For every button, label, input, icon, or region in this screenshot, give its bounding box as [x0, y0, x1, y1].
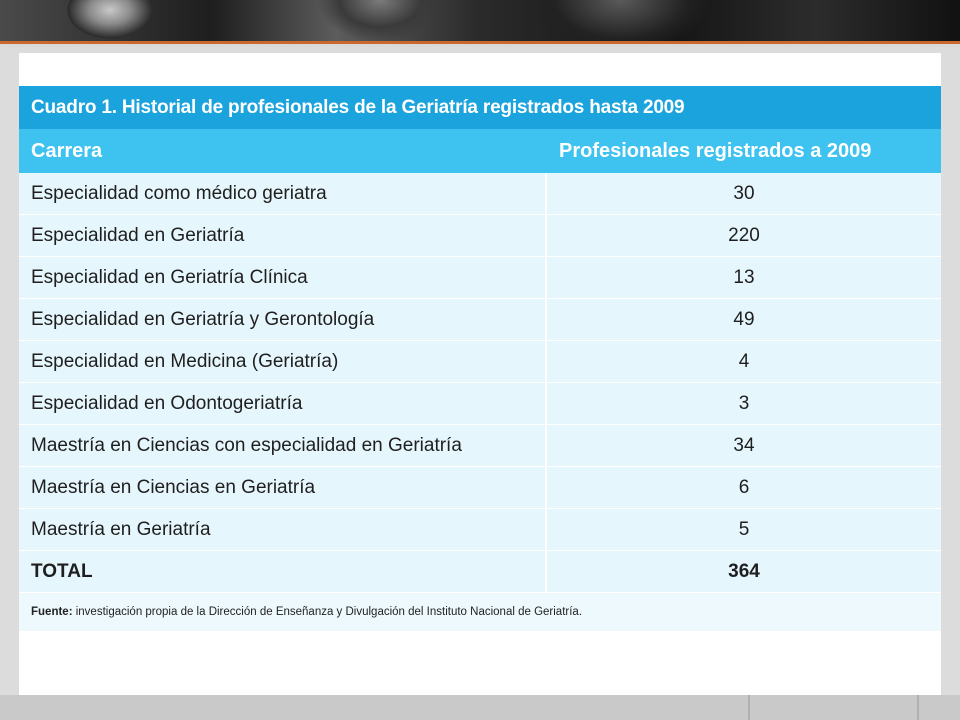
- column-header-carrera: Carrera: [31, 140, 103, 162]
- table-row: Especialidad en Medicina (Geriatría) 4: [19, 341, 941, 383]
- total-row: TOTAL 364: [19, 551, 941, 593]
- table-row: Maestría en Ciencias con especialidad en…: [19, 425, 941, 467]
- row-label: Maestría en Ciencias con especialidad en…: [19, 425, 547, 466]
- table-caption: Cuadro 1. Historial de profesionales de …: [19, 86, 941, 129]
- row-value: 30: [733, 183, 755, 204]
- table-row: Especialidad en Geriatría Clínica 13: [19, 257, 941, 299]
- row-label: Especialidad en Medicina (Geriatría): [19, 341, 547, 382]
- header-photo-banner: [0, 0, 960, 44]
- table-row: Maestría en Ciencias en Geriatría 6: [19, 467, 941, 509]
- row-value: 49: [733, 309, 755, 330]
- column-header-profesionales: Profesionales registrados a 2009: [559, 140, 872, 162]
- source-note: Fuente: investigación propia de la Direc…: [19, 593, 941, 631]
- row-label: Maestría en Ciencias en Geriatría: [19, 467, 547, 508]
- row-value: 220: [728, 225, 760, 246]
- row-label: Especialidad en Odontogeriatría: [19, 383, 547, 424]
- row-label: Especialidad en Geriatría Clínica: [19, 257, 547, 298]
- source-text: investigación propia de la Dirección de …: [72, 606, 583, 618]
- row-label: Especialidad en Geriatría: [19, 215, 547, 256]
- content-frame: Cuadro 1. Historial de profesionales de …: [19, 53, 941, 695]
- row-value: 3: [738, 393, 750, 414]
- table-row: Especialidad como médico geriatra 30: [19, 173, 941, 215]
- row-label: Especialidad como médico geriatra: [19, 173, 547, 214]
- table-header: Carrera Profesionales registrados a 2009: [19, 129, 941, 173]
- table-row: Especialidad en Odontogeriatría 3: [19, 383, 941, 425]
- bottom-bar-divider: [917, 695, 919, 720]
- total-value: 364: [728, 561, 760, 582]
- bottom-bar: [0, 695, 960, 720]
- row-label: Especialidad en Geriatría y Gerontología: [19, 299, 547, 340]
- row-value: 13: [733, 267, 755, 288]
- table-row: Especialidad en Geriatría y Gerontología…: [19, 299, 941, 341]
- bottom-bar-divider: [748, 695, 750, 720]
- table-row: Maestría en Geriatría 5: [19, 509, 941, 551]
- total-label: TOTAL: [19, 551, 547, 592]
- row-value: 34: [733, 435, 755, 456]
- row-value: 4: [738, 351, 750, 372]
- data-table: Cuadro 1. Historial de profesionales de …: [19, 86, 941, 631]
- source-label: Fuente:: [31, 606, 73, 618]
- row-value: 6: [738, 477, 750, 498]
- table-row: Especialidad en Geriatría 220: [19, 215, 941, 257]
- row-label: Maestría en Geriatría: [19, 509, 547, 550]
- row-value: 5: [738, 519, 750, 540]
